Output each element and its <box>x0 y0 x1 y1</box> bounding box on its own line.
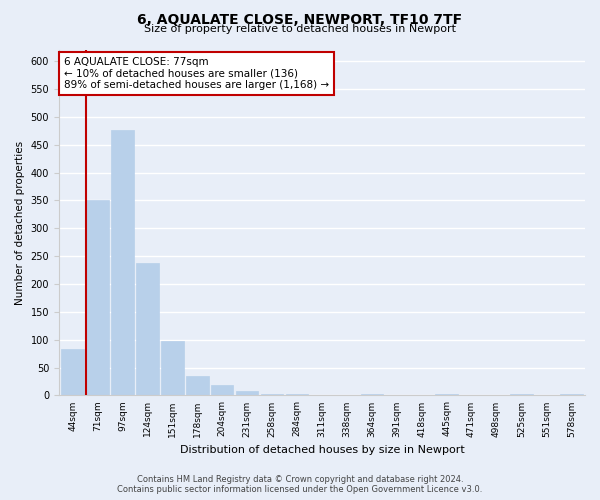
Bar <box>111 130 134 396</box>
Bar <box>261 394 283 396</box>
Bar <box>436 394 458 396</box>
Bar <box>286 394 308 396</box>
Bar <box>560 394 583 396</box>
Bar <box>86 200 109 396</box>
Bar <box>236 391 259 396</box>
Bar <box>136 264 158 396</box>
Bar <box>161 342 184 396</box>
Bar <box>211 386 233 396</box>
Bar <box>186 376 209 396</box>
X-axis label: Distribution of detached houses by size in Newport: Distribution of detached houses by size … <box>179 445 464 455</box>
Bar <box>61 349 84 396</box>
Y-axis label: Number of detached properties: Number of detached properties <box>15 140 25 305</box>
Text: 6, AQUALATE CLOSE, NEWPORT, TF10 7TF: 6, AQUALATE CLOSE, NEWPORT, TF10 7TF <box>137 12 463 26</box>
Bar <box>510 394 533 396</box>
Bar <box>361 394 383 396</box>
Text: Contains HM Land Registry data © Crown copyright and database right 2024.
Contai: Contains HM Land Registry data © Crown c… <box>118 474 482 494</box>
Text: 6 AQUALATE CLOSE: 77sqm
← 10% of detached houses are smaller (136)
89% of semi-d: 6 AQUALATE CLOSE: 77sqm ← 10% of detache… <box>64 57 329 90</box>
Text: Size of property relative to detached houses in Newport: Size of property relative to detached ho… <box>144 24 456 34</box>
